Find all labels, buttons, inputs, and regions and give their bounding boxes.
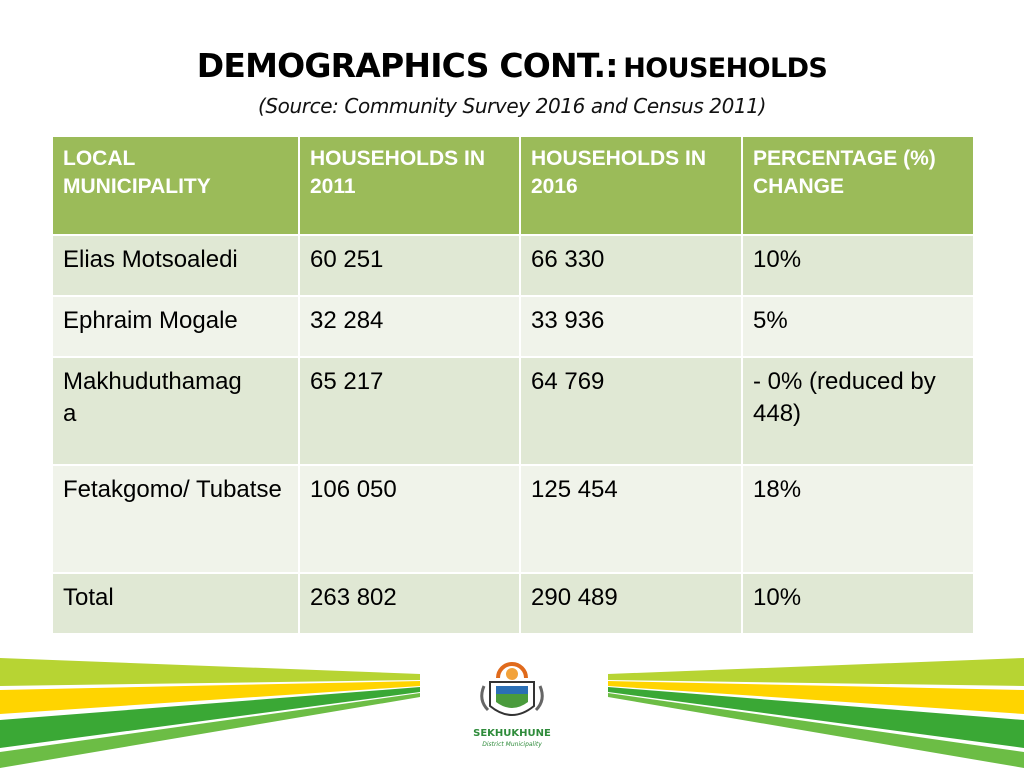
slide-title-sub: HOUSEHOLDS [623, 53, 828, 84]
cell-households-2011: 60 251 [298, 234, 521, 297]
source-note: (Source: Community Survey 2016 and Censu… [257, 94, 767, 118]
cell-households-2016: 125 454 [519, 464, 743, 574]
cell-households-2016: 290 489 [519, 572, 743, 635]
header-local-municipality: LOCAL MUNICIPALITY [51, 135, 300, 236]
cell-households-2011: 65 217 [298, 356, 521, 466]
cell-municipality: Total [51, 572, 300, 635]
households-table: LOCAL MUNICIPALITY HOUSEHOLDS IN 2011 HO… [51, 135, 975, 635]
slide-title: DEMOGRAPHICS CONT.: HOUSEHOLDS [0, 46, 1024, 85]
header-households-2011: HOUSEHOLDS IN 2011 [298, 135, 521, 236]
cell-municipality: Makhuduthamag a [51, 356, 300, 466]
cell-municipality: Ephraim Mogale [51, 295, 300, 358]
footer-banner: SEKHUKHUNE District Municipality [0, 658, 1024, 768]
table-row: Fetakgomo/ Tubatse 106 050 125 454 18% [51, 464, 975, 574]
table-row-total: Total 263 802 290 489 10% [51, 572, 975, 635]
table-header-row: LOCAL MUNICIPALITY HOUSEHOLDS IN 2011 HO… [51, 135, 975, 236]
cell-percentage-change: 18% [741, 464, 975, 574]
right-stripes [608, 658, 1024, 768]
cell-percentage-change: 5% [741, 295, 975, 358]
cell-households-2011: 106 050 [298, 464, 521, 574]
municipality-logo: SEKHUKHUNE District Municipality [473, 662, 551, 748]
header-percentage-change: PERCENTAGE (%) CHANGE [741, 135, 975, 236]
cell-percentage-change: 10% [741, 234, 975, 297]
header-households-2016: HOUSEHOLDS IN 2016 [519, 135, 743, 236]
cell-households-2016: 66 330 [519, 234, 743, 297]
logo-name: SEKHUKHUNE [473, 728, 551, 739]
left-stripes [0, 658, 420, 768]
table-row: Elias Motsoaledi 60 251 66 330 10% [51, 234, 975, 297]
logo-subtitle: District Municipality [482, 741, 542, 748]
cell-households-2011: 32 284 [298, 295, 521, 358]
cell-households-2016: 33 936 [519, 295, 743, 358]
cell-households-2016: 64 769 [519, 356, 743, 466]
cell-households-2011: 263 802 [298, 572, 521, 635]
cell-percentage-change: 10% [741, 572, 975, 635]
cell-percentage-change: - 0% (reduced by 448) [741, 356, 975, 466]
cell-municipality: Fetakgomo/ Tubatse [51, 464, 300, 574]
slide-title-main: DEMOGRAPHICS CONT.: [196, 46, 619, 85]
cell-municipality: Elias Motsoaledi [51, 234, 300, 297]
table-row: Makhuduthamag a 65 217 64 769 - 0% (reduc… [51, 356, 975, 466]
table-row: Ephraim Mogale 32 284 33 936 5% [51, 295, 975, 358]
